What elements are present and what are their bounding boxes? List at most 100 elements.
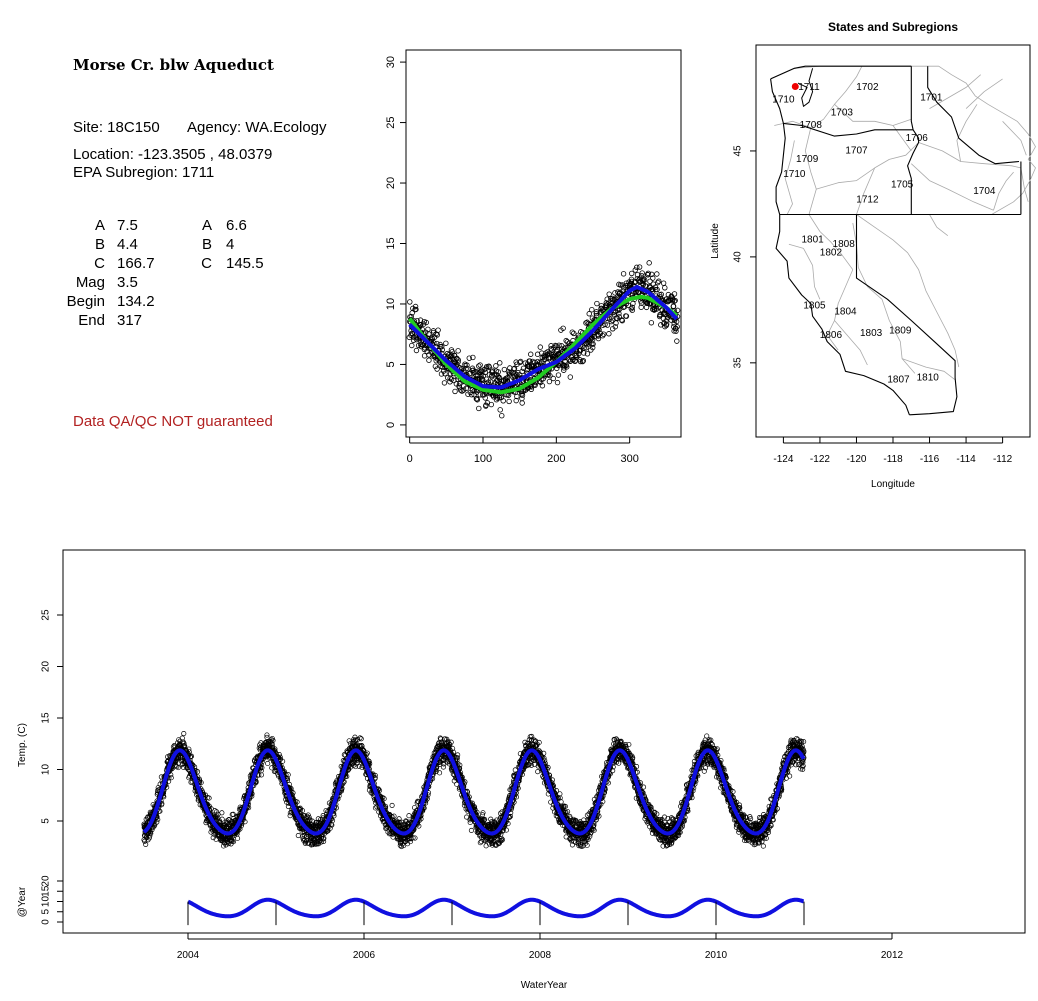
subregion-boundary bbox=[881, 299, 916, 374]
data-point bbox=[569, 329, 575, 335]
param-value: 166.7 bbox=[117, 255, 155, 272]
subregion-boundary bbox=[804, 127, 817, 215]
data-point bbox=[590, 336, 596, 343]
data-point bbox=[647, 278, 653, 285]
data-point bbox=[662, 285, 668, 291]
subregion-boundary bbox=[856, 167, 876, 215]
data-point bbox=[539, 383, 546, 389]
data-point bbox=[412, 303, 419, 310]
data-point bbox=[426, 331, 432, 337]
data-point bbox=[519, 400, 525, 406]
data-point bbox=[519, 392, 526, 398]
data-point bbox=[576, 350, 582, 357]
data-point bbox=[519, 395, 525, 402]
data-point bbox=[476, 405, 482, 412]
data-point bbox=[486, 364, 492, 370]
scatter-points bbox=[406, 260, 681, 419]
data-point bbox=[423, 319, 429, 326]
param-label: A bbox=[201, 217, 212, 234]
data-point bbox=[506, 370, 513, 376]
region-label: 1703 bbox=[831, 107, 854, 118]
data-point bbox=[636, 264, 643, 270]
x-tick-label: 2004 bbox=[177, 950, 200, 961]
data-point bbox=[616, 314, 622, 320]
x-tick-label: -114 bbox=[956, 454, 976, 465]
data-point bbox=[656, 278, 662, 284]
data-point bbox=[645, 270, 651, 277]
region-label: 1801 bbox=[802, 235, 825, 246]
plot-frame bbox=[405, 49, 682, 438]
x-tick-label: 0 bbox=[407, 453, 413, 465]
data-point bbox=[528, 351, 534, 357]
data-point bbox=[584, 351, 591, 357]
map-title: States and Subregions bbox=[828, 20, 958, 34]
data-point bbox=[463, 366, 469, 372]
data-point bbox=[606, 331, 612, 337]
data-point bbox=[639, 270, 645, 276]
region-label: 1708 bbox=[800, 120, 823, 131]
data-point bbox=[623, 313, 630, 319]
subregion-boundary bbox=[901, 358, 956, 381]
data-point bbox=[674, 307, 681, 314]
y-axis-title: Latitude bbox=[710, 223, 721, 259]
data-point bbox=[609, 317, 616, 324]
subregion-boundary bbox=[956, 104, 978, 162]
data-point bbox=[660, 280, 667, 286]
data-point bbox=[475, 375, 481, 382]
data-point bbox=[556, 342, 562, 348]
y-tick-label: 5 bbox=[385, 361, 397, 367]
data-point bbox=[452, 388, 458, 395]
data-point bbox=[639, 272, 645, 279]
data-point bbox=[463, 385, 469, 392]
data-point bbox=[149, 827, 155, 833]
data-point bbox=[413, 306, 419, 313]
subregion-boundary bbox=[911, 163, 994, 211]
data-point bbox=[295, 833, 301, 839]
data-point bbox=[581, 350, 587, 356]
y2-tick-label: 5 bbox=[41, 909, 52, 915]
data-point bbox=[663, 318, 669, 324]
data-point bbox=[537, 344, 544, 350]
y-tick-label: 5 bbox=[41, 818, 52, 824]
subregion-boundary bbox=[774, 66, 863, 128]
region-label: 1704 bbox=[973, 186, 996, 197]
data-point bbox=[477, 392, 483, 398]
data-point bbox=[146, 835, 152, 841]
data-point bbox=[454, 362, 460, 368]
data-point bbox=[612, 290, 618, 296]
param-label: End bbox=[78, 312, 105, 329]
y2-axis-title: @Year bbox=[17, 886, 28, 917]
x-tick-label: -124 bbox=[773, 454, 793, 465]
data-point bbox=[455, 348, 461, 354]
data-point bbox=[168, 775, 174, 781]
data-point bbox=[547, 372, 553, 379]
param-value: 134.2 bbox=[117, 293, 155, 310]
data-point bbox=[602, 321, 608, 328]
data-point bbox=[504, 375, 511, 381]
region-label: 1702 bbox=[856, 82, 879, 93]
data-point bbox=[434, 366, 440, 372]
data-point bbox=[554, 379, 561, 386]
data-point bbox=[445, 375, 451, 381]
green-fit-line bbox=[408, 294, 678, 395]
param-value: 6.6 bbox=[226, 217, 247, 234]
y-axis-title: Temp. (C) bbox=[17, 723, 28, 767]
data-point bbox=[409, 342, 415, 349]
data-point bbox=[564, 364, 570, 370]
data-point bbox=[649, 271, 655, 278]
state-boundary-wa-id bbox=[910, 66, 914, 130]
region-label: 1711 bbox=[798, 82, 820, 93]
x-tick-label: 2010 bbox=[705, 950, 728, 961]
data-point bbox=[219, 810, 225, 816]
data-point bbox=[593, 309, 600, 315]
subregion-boundary bbox=[918, 142, 1021, 169]
data-point bbox=[604, 322, 611, 328]
data-point bbox=[654, 271, 660, 277]
region-label: 1803 bbox=[860, 328, 883, 339]
x-tick-label: 300 bbox=[620, 453, 638, 465]
data-point bbox=[265, 760, 271, 767]
data-point bbox=[629, 307, 635, 313]
param-label: A bbox=[94, 217, 105, 234]
site-marker bbox=[791, 83, 799, 91]
x-tick-label: -118 bbox=[883, 454, 903, 465]
